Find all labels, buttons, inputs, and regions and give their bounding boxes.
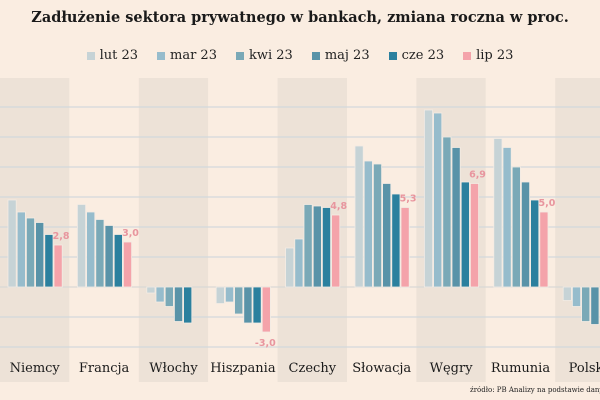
category-label: Węgry [430, 361, 474, 376]
legend-label: kwi 23 [248, 48, 293, 63]
bar [95, 219, 105, 288]
bar [146, 286, 156, 294]
bar [7, 199, 17, 288]
category-label: Polska [569, 361, 600, 376]
bar [511, 166, 521, 288]
bar [261, 286, 271, 333]
data-label: 4,8 [330, 201, 347, 212]
legend-label: maj 23 [324, 48, 370, 63]
category-band [208, 78, 278, 382]
bar [521, 181, 531, 288]
bar [113, 234, 123, 288]
bar [469, 183, 479, 288]
category-label: Niemcy [10, 361, 61, 376]
bar [590, 286, 600, 325]
data-label: -3,0 [255, 338, 276, 349]
legend-swatch [311, 51, 320, 60]
legend-item: cze 23 [388, 48, 445, 63]
bar [303, 204, 313, 288]
bar [53, 244, 63, 288]
bar [451, 147, 461, 288]
category-band [138, 78, 209, 382]
legend-label: mar 23 [170, 48, 217, 63]
bar [294, 238, 304, 288]
bar [382, 183, 392, 288]
category-band [555, 78, 600, 382]
bar [562, 286, 572, 301]
data-label: 5,3 [400, 194, 417, 205]
bar [215, 286, 225, 304]
legend-item: lut 23 [86, 48, 138, 63]
legend: lut 23 mar 23 kwi 23 maj 23 cze 23 lip 23 [0, 48, 600, 63]
bar [354, 145, 364, 288]
bar [321, 207, 331, 288]
bar [243, 286, 253, 324]
category-label: Hiszpania [210, 361, 276, 376]
bar [183, 286, 193, 324]
bar [331, 214, 341, 288]
bar [77, 204, 87, 288]
bar [539, 211, 549, 288]
bar [224, 286, 234, 303]
bar [363, 160, 373, 288]
legend-swatch [86, 51, 95, 60]
bar [423, 109, 433, 288]
legend-item: maj 23 [311, 48, 370, 63]
source-note: źródło: PB Analizy na podstawie danych z [470, 386, 600, 394]
bar [572, 286, 582, 307]
bar [493, 138, 503, 288]
legend-swatch [157, 51, 165, 60]
bar [164, 286, 174, 307]
bar [433, 112, 443, 288]
bar [400, 207, 410, 288]
data-label: 6,9 [469, 170, 486, 181]
bar [25, 217, 35, 288]
chart-title: Zadłużenie sektora prywatnego w bankach,… [31, 9, 569, 26]
category-label: Włochy [149, 361, 198, 376]
category-label: Rumunia [491, 361, 550, 376]
category-label: Czechy [289, 361, 337, 376]
bar [86, 211, 96, 288]
legend-label: lip 23 [476, 48, 514, 63]
bar [285, 247, 295, 288]
bar [372, 163, 382, 288]
bar [16, 211, 26, 288]
data-label: 3,0 [122, 228, 139, 239]
legend-swatch [463, 51, 472, 60]
legend-item: kwi 23 [235, 48, 293, 63]
bar [502, 147, 512, 288]
bar [234, 286, 244, 315]
bar [391, 193, 401, 288]
legend-label: lut 23 [99, 48, 138, 63]
bar [442, 136, 452, 288]
bar [312, 205, 322, 288]
data-label: 5,0 [538, 198, 555, 209]
legend-label: cze 23 [401, 48, 445, 63]
bar [460, 181, 470, 288]
bar [123, 241, 133, 288]
category-label: Francja [79, 361, 130, 376]
data-label: 2,8 [53, 231, 70, 242]
bar [155, 286, 165, 303]
bar [530, 199, 540, 288]
legend-swatch [235, 51, 244, 60]
bar [35, 222, 45, 288]
bar [252, 286, 262, 324]
legend-swatch [388, 51, 397, 60]
legend-item: mar 23 [157, 48, 217, 63]
bar [104, 225, 114, 288]
bar [173, 286, 183, 322]
legend-item: lip 23 [463, 48, 513, 63]
bar [581, 286, 591, 322]
category-label: Słowacja [352, 361, 411, 376]
bar [44, 234, 54, 288]
